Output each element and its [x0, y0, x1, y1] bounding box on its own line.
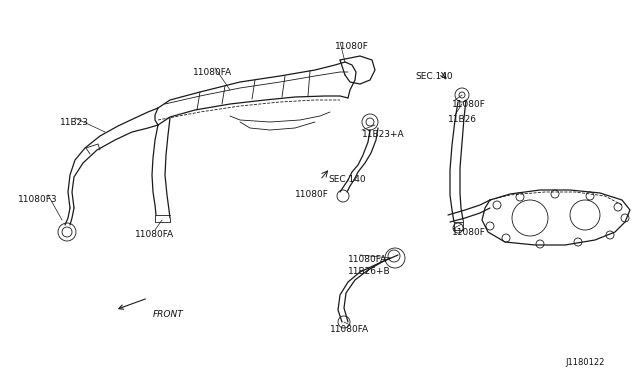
- Text: 11080F: 11080F: [335, 42, 369, 51]
- Text: 11B23+A: 11B23+A: [362, 130, 404, 139]
- Text: 11080F: 11080F: [452, 100, 486, 109]
- Text: 11080F: 11080F: [295, 190, 329, 199]
- Text: FRONT: FRONT: [153, 310, 184, 319]
- Text: 11080FA: 11080FA: [135, 230, 174, 239]
- Text: 11080FA: 11080FA: [330, 325, 369, 334]
- Text: 11B23: 11B23: [60, 118, 89, 127]
- Text: 11080F: 11080F: [452, 228, 486, 237]
- Text: 11080FA: 11080FA: [348, 255, 387, 264]
- Text: 11080FA: 11080FA: [193, 68, 232, 77]
- Text: 11B26: 11B26: [448, 115, 477, 124]
- Text: SEC.140: SEC.140: [415, 72, 452, 81]
- Text: J1180122: J1180122: [565, 358, 604, 367]
- Text: SEC.140: SEC.140: [328, 175, 365, 184]
- Text: 11B26+B: 11B26+B: [348, 267, 390, 276]
- Text: 11080F3: 11080F3: [18, 195, 58, 204]
